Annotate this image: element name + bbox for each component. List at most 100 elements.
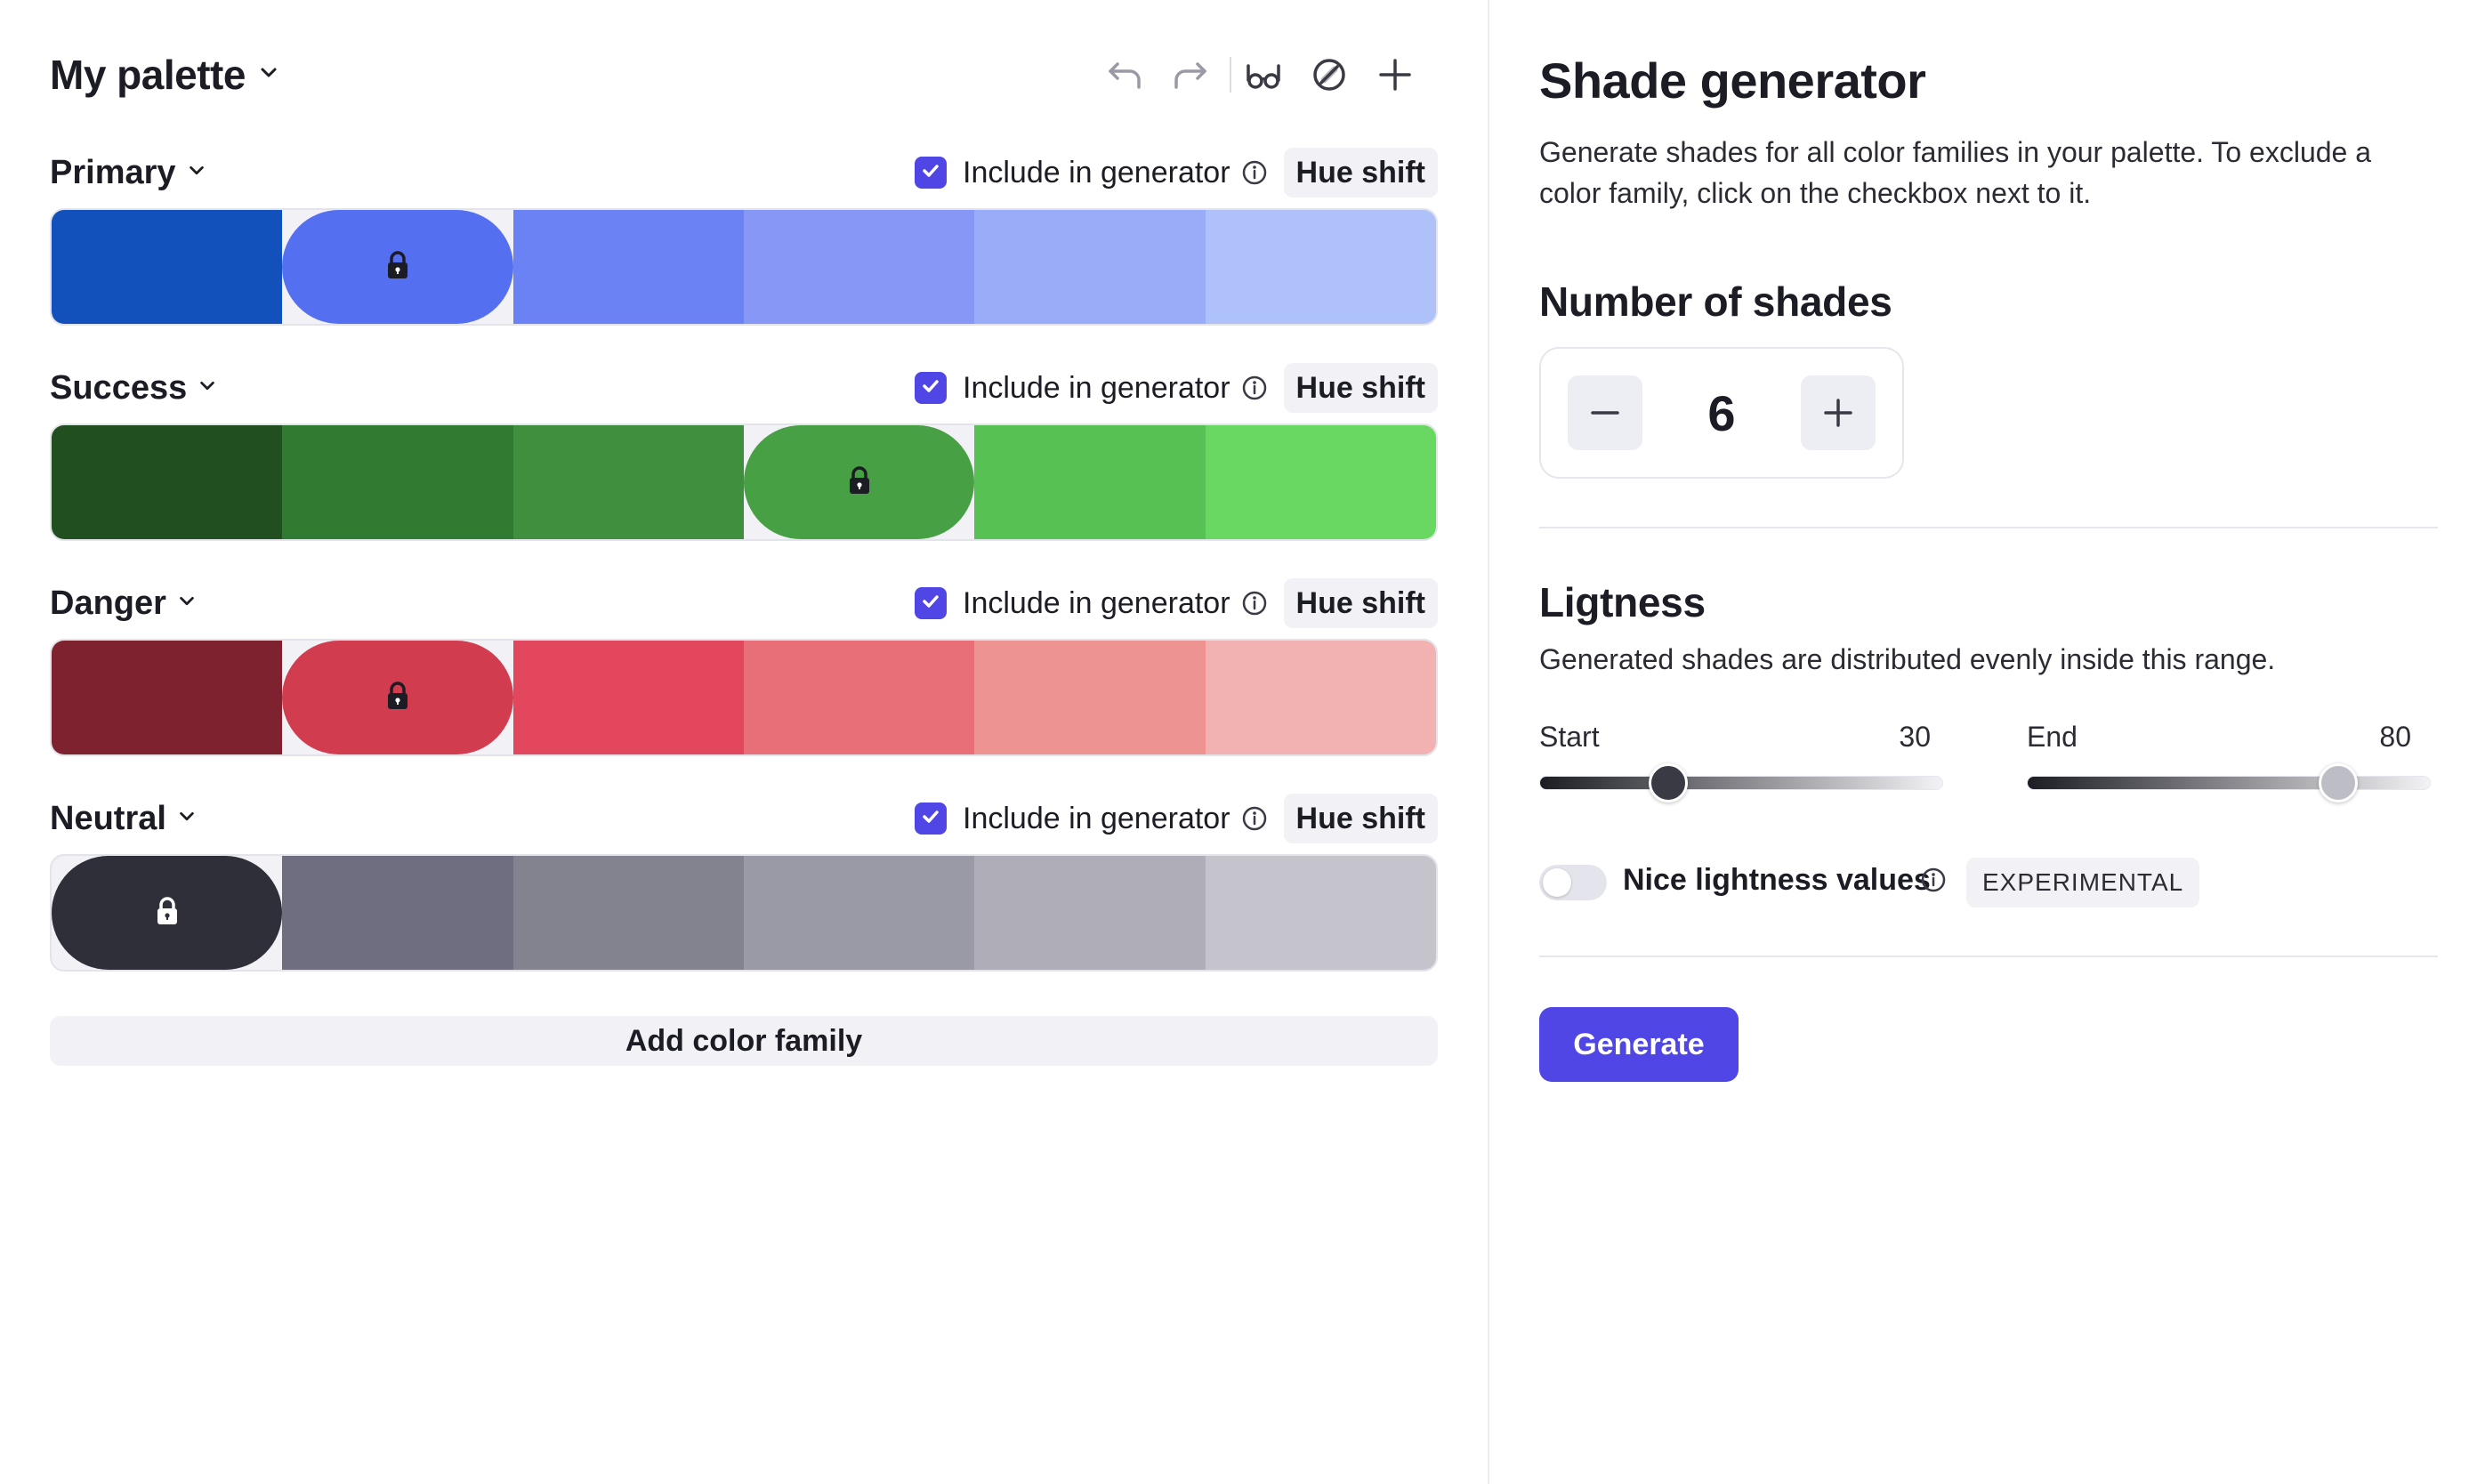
redo-icon	[1174, 62, 1206, 89]
end-label: End	[2027, 721, 2078, 753]
minus-icon	[1591, 411, 1619, 415]
color-swatch[interactable]	[974, 856, 1206, 970]
undo-icon	[1109, 62, 1141, 89]
color-swatch[interactable]	[52, 210, 283, 324]
generator-title: Shade generator	[1539, 52, 1926, 109]
glasses-icon	[1247, 64, 1280, 89]
info-icon[interactable]	[1920, 867, 1947, 898]
info-icon[interactable]	[1241, 375, 1268, 401]
include-label: Include in generator	[963, 585, 1230, 620]
check-icon	[919, 375, 942, 402]
section-divider	[1539, 527, 2438, 528]
shades-stepper: 6	[1539, 347, 1904, 479]
add-color-family-button[interactable]: Add color family	[50, 1016, 1438, 1066]
color-swatch[interactable]	[743, 210, 975, 324]
locked-swatch[interactable]	[282, 641, 513, 754]
lightness-title: Ligtness	[1539, 579, 1706, 625]
family-controls: Include in generator Hue shift	[915, 794, 1438, 843]
color-swatch[interactable]	[743, 856, 975, 970]
chevron-down-icon	[187, 161, 206, 185]
family-name-selector[interactable]: Danger	[50, 585, 197, 623]
increase-shades-button[interactable]	[1801, 375, 1876, 450]
shades-title: Number of shades	[1539, 278, 1892, 325]
lock-icon	[846, 465, 873, 500]
shade-strip	[50, 639, 1438, 756]
start-value: 30	[1899, 721, 1931, 753]
color-swatch[interactable]	[512, 856, 744, 970]
family-controls: Include in generator Hue shift	[915, 578, 1438, 628]
hue-shift-button[interactable]: Hue shift	[1283, 363, 1438, 413]
family-name-selector[interactable]: Neutral	[50, 800, 197, 838]
hue-shift-button[interactable]: Hue shift	[1283, 148, 1438, 198]
color-swatch[interactable]	[512, 425, 744, 539]
plus-icon	[1824, 399, 1852, 427]
family-name: Primary	[50, 153, 176, 191]
color-blindness-button[interactable]	[1238, 50, 1288, 100]
color-swatch[interactable]	[1205, 425, 1436, 539]
color-swatch[interactable]	[1205, 856, 1436, 970]
palette-pane: My palette Primary Include in generator Hu…	[50, 46, 1438, 1066]
color-swatch[interactable]	[974, 425, 1206, 539]
check-icon	[919, 590, 942, 617]
color-swatch[interactable]	[974, 641, 1206, 754]
color-swatch[interactable]	[52, 425, 283, 539]
info-icon[interactable]	[1241, 590, 1268, 617]
lock-icon	[154, 896, 181, 931]
section-divider	[1539, 956, 2438, 957]
generate-button[interactable]: Generate	[1539, 1007, 1739, 1082]
include-checkbox[interactable]	[915, 372, 947, 404]
locked-swatch[interactable]	[282, 210, 513, 324]
info-icon[interactable]	[1241, 805, 1268, 832]
color-swatch[interactable]	[512, 641, 744, 754]
info-icon[interactable]	[1241, 159, 1268, 186]
hue-shift-button[interactable]: Hue shift	[1283, 578, 1438, 628]
start-slider-thumb[interactable]	[1649, 763, 1688, 802]
family-header: Danger Include in generator Hue shift	[50, 573, 1438, 633]
locked-swatch[interactable]	[52, 856, 283, 970]
locked-swatch[interactable]	[743, 425, 975, 539]
toggle-knob	[1543, 868, 1571, 897]
color-swatch[interactable]	[1205, 641, 1436, 754]
color-swatch[interactable]	[282, 425, 513, 539]
redo-button[interactable]	[1166, 50, 1215, 100]
family-name: Neutral	[50, 799, 166, 837]
start-slider[interactable]	[1539, 776, 1943, 790]
family-header: Success Include in generator Hue shift	[50, 358, 1438, 418]
include-checkbox[interactable]	[915, 802, 947, 835]
chevron-down-icon	[177, 807, 197, 831]
include-checkbox[interactable]	[915, 587, 947, 619]
include-checkbox[interactable]	[915, 157, 947, 189]
lightness-description: Generated shades are distributed evenly …	[1539, 643, 2276, 675]
add-button[interactable]	[1370, 50, 1420, 100]
decrease-shades-button[interactable]	[1568, 375, 1642, 450]
family-name-selector[interactable]: Success	[50, 369, 217, 407]
disabled-icon	[1313, 59, 1345, 91]
experimental-badge: EXPERIMENTAL	[1966, 858, 2200, 907]
shade-strip	[50, 208, 1438, 326]
nice-lightness-toggle[interactable]	[1539, 865, 1607, 900]
include-label: Include in generator	[963, 801, 1230, 835]
family-name-selector[interactable]: Primary	[50, 154, 206, 192]
end-slider-thumb[interactable]	[2319, 763, 2358, 802]
shade-strip	[50, 854, 1438, 972]
family-name: Danger	[50, 584, 166, 622]
nice-lightness-label: Nice lightness values	[1623, 863, 1931, 897]
family-controls: Include in generator Hue shift	[915, 148, 1438, 198]
palette-selector[interactable]: My palette	[50, 48, 279, 101]
family-name: Success	[50, 368, 188, 407]
chevron-down-icon	[177, 592, 197, 616]
end-slider[interactable]	[2027, 776, 2431, 790]
palette-toolbar	[1100, 46, 1436, 103]
color-swatch[interactable]	[1205, 210, 1436, 324]
lock-icon	[384, 250, 411, 285]
color-swatch[interactable]	[52, 641, 283, 754]
include-label: Include in generator	[963, 155, 1230, 190]
color-swatch[interactable]	[282, 856, 513, 970]
color-swatch[interactable]	[974, 210, 1206, 324]
color-swatch[interactable]	[743, 641, 975, 754]
contrast-button[interactable]	[1304, 50, 1354, 100]
color-swatch[interactable]	[512, 210, 744, 324]
hue-shift-button[interactable]: Hue shift	[1283, 794, 1438, 843]
undo-button[interactable]	[1100, 50, 1150, 100]
family-controls: Include in generator Hue shift	[915, 363, 1438, 413]
